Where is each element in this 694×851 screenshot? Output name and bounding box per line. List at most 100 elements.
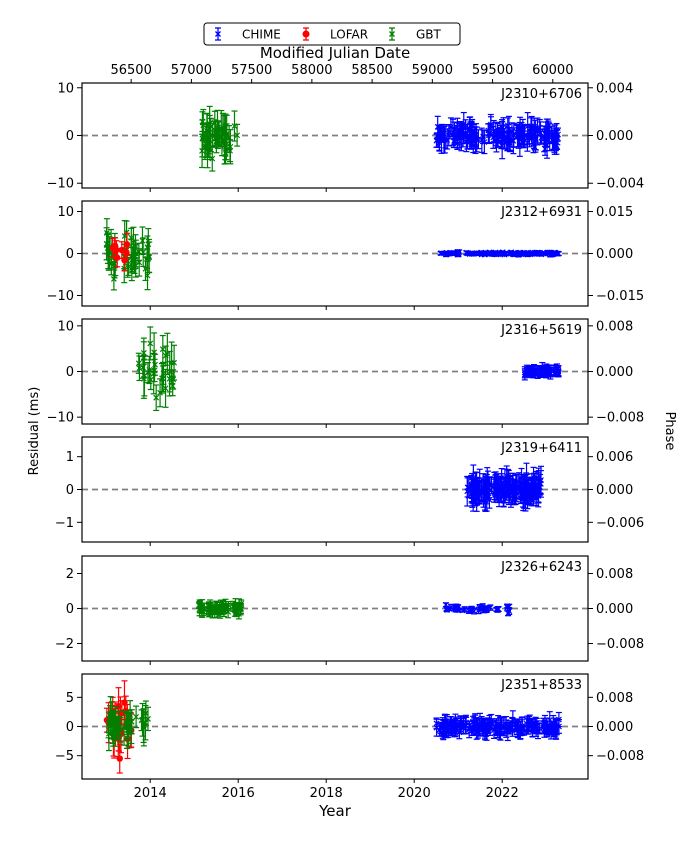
mjd-tick-label: 60000 <box>532 63 573 78</box>
marker <box>531 249 538 256</box>
marker <box>128 718 135 725</box>
marker <box>511 488 517 495</box>
marker <box>219 134 225 141</box>
marker <box>533 482 540 488</box>
y-tick-label: −1 <box>55 516 74 531</box>
marker <box>199 608 206 615</box>
data-point <box>533 470 540 499</box>
marker <box>506 603 513 610</box>
marker <box>170 376 177 383</box>
data-point <box>151 332 158 373</box>
marker <box>471 250 478 257</box>
marker <box>478 488 485 494</box>
data-point <box>145 227 152 261</box>
data-point <box>471 484 478 502</box>
marker <box>151 349 158 356</box>
marker <box>223 604 230 611</box>
marker <box>214 608 221 614</box>
phase-tick-label: 0.000 <box>596 365 633 380</box>
marker <box>147 376 154 383</box>
data-point <box>536 365 543 375</box>
series-chime <box>442 601 513 617</box>
data-point <box>517 473 524 497</box>
y-tick-label: 10 <box>57 81 74 96</box>
series-gbt <box>105 696 151 752</box>
marker <box>484 605 491 612</box>
marker <box>139 237 146 244</box>
marker <box>136 365 143 372</box>
marker <box>467 130 474 137</box>
data-point <box>476 603 483 611</box>
data-point <box>550 132 557 150</box>
data-point <box>434 115 441 138</box>
series-gbt <box>195 598 245 620</box>
mjd-tick-label: 57500 <box>231 63 272 78</box>
marker <box>518 482 524 489</box>
data-point <box>471 250 478 257</box>
y-tick-label: 2 <box>66 567 74 582</box>
panel-label: J2310+6706 <box>500 87 582 102</box>
mjd-tick-label: 56500 <box>110 63 151 78</box>
data-point <box>524 130 531 145</box>
panel-j2312p6931: 10 0 −10 0.015 0.000 −0.015 J2312+6931 <box>47 200 644 310</box>
marker <box>478 249 485 256</box>
marker <box>499 251 506 258</box>
series-chime <box>433 111 562 160</box>
data-point <box>450 250 457 256</box>
y-tick-label: 0 <box>66 247 74 262</box>
data-point <box>444 607 451 613</box>
marker <box>162 385 169 392</box>
data-point <box>494 130 501 148</box>
marker <box>461 606 468 613</box>
phase-tick-label: −0.008 <box>596 637 644 652</box>
data-point <box>209 122 216 148</box>
marker <box>545 126 552 133</box>
series-gbt <box>199 105 241 172</box>
marker <box>444 607 450 613</box>
data-point <box>506 485 513 504</box>
marker <box>140 722 147 729</box>
y-tick-label: 10 <box>57 205 74 220</box>
data-point <box>118 241 126 260</box>
data-point <box>506 603 513 610</box>
data-point <box>170 369 177 390</box>
marker <box>141 372 148 379</box>
marker <box>454 127 461 134</box>
marker <box>503 250 510 257</box>
marker <box>439 129 446 135</box>
marker <box>499 123 506 130</box>
marker <box>233 604 239 611</box>
data-point <box>162 345 169 366</box>
data-point <box>231 110 238 142</box>
marker <box>124 735 131 741</box>
marker <box>123 241 131 248</box>
marker <box>550 138 557 144</box>
marker <box>524 491 531 497</box>
mjd-tick-label: 58000 <box>291 63 332 78</box>
data-point <box>124 712 131 735</box>
series-chime <box>464 462 545 512</box>
marker <box>531 370 538 377</box>
marker <box>537 484 543 491</box>
marker <box>436 139 443 146</box>
marker <box>542 139 548 146</box>
data-point <box>485 123 492 144</box>
marker <box>109 725 116 732</box>
data-point <box>223 603 230 612</box>
data-point <box>478 249 485 256</box>
marker <box>545 369 552 376</box>
marker <box>121 699 128 706</box>
data-point <box>238 599 245 608</box>
data-point <box>195 601 202 609</box>
data-point <box>199 119 206 158</box>
data-point <box>233 601 240 614</box>
marker <box>112 729 119 736</box>
data-point <box>147 369 154 391</box>
marker <box>204 146 211 153</box>
data-point <box>128 709 135 735</box>
data-point <box>510 127 517 155</box>
mjd-tick-label: 59500 <box>472 63 513 78</box>
data-point <box>516 251 523 257</box>
marker <box>494 136 501 143</box>
marker <box>516 141 523 148</box>
